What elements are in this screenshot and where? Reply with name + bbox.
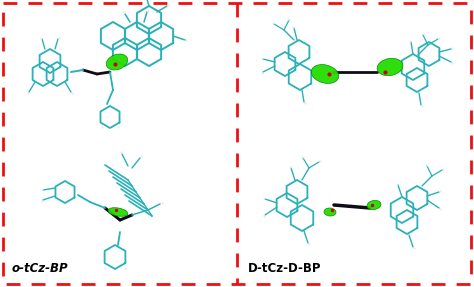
Ellipse shape [311,65,339,84]
Text: o-tCz-BP: o-tCz-BP [12,262,69,275]
Ellipse shape [367,200,381,210]
Ellipse shape [106,54,128,70]
Text: D-tCz-D-BP: D-tCz-D-BP [248,262,321,275]
Ellipse shape [108,208,128,216]
Ellipse shape [377,58,403,76]
Ellipse shape [324,208,336,216]
